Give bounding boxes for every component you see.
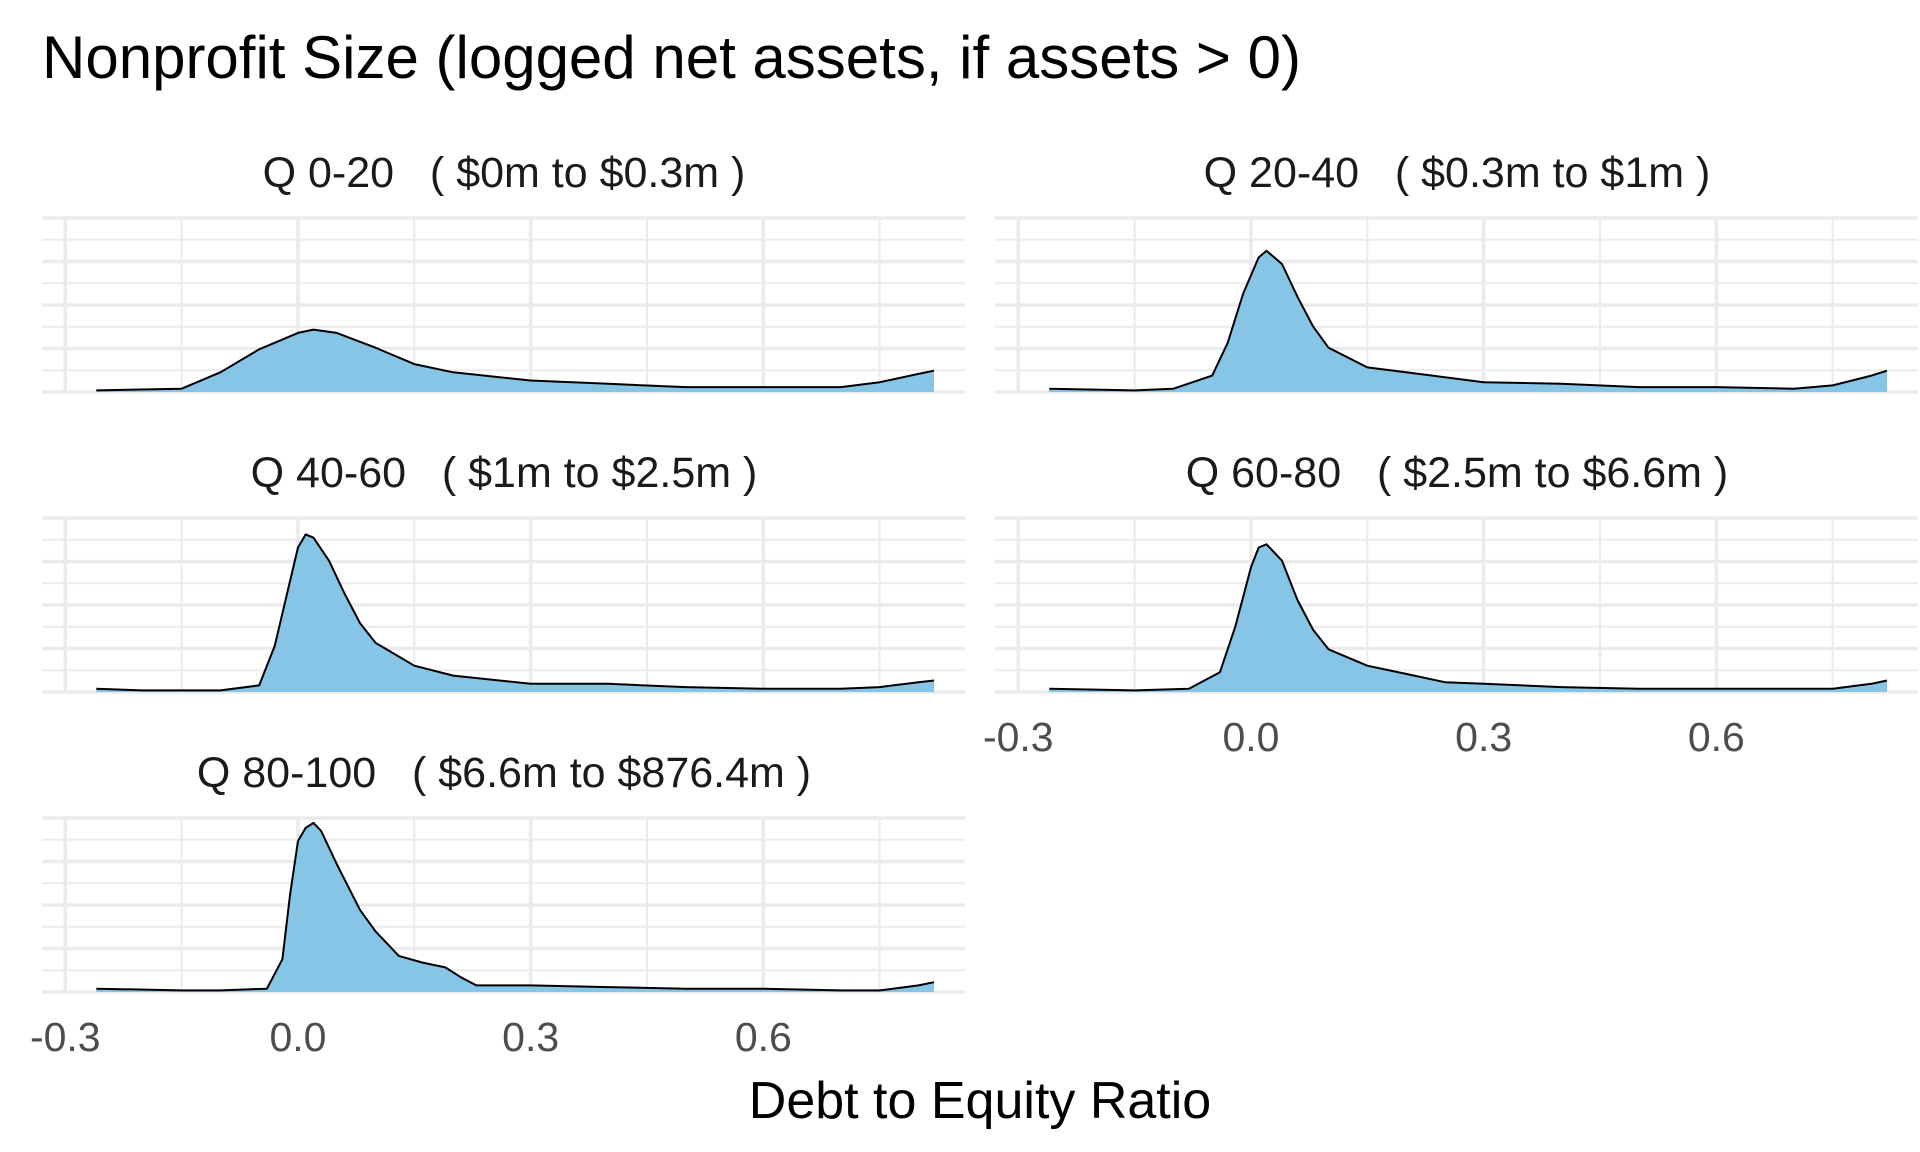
density-area xyxy=(1049,250,1887,392)
density-line xyxy=(96,821,935,992)
density-area xyxy=(96,822,935,992)
x-axis-label: Debt to Equity Ratio xyxy=(749,1072,1211,1130)
density-area xyxy=(96,329,935,392)
facet-panel: Q 80-100 ( $6.6m to $876.4m ) -0.3 0.0 0.3 0… xyxy=(30,749,965,1060)
density-line xyxy=(96,328,935,392)
density-line xyxy=(1049,249,1888,392)
facet-panel: Q 60-80 ( $2.5m to $6.6m ) -0.3 0.0 0.3 0.6 xyxy=(983,449,1918,760)
facet-label: Q 20-40 ( $0.3m to $1m ) xyxy=(1204,149,1711,197)
x-tick-label: 0.3 xyxy=(502,1014,559,1060)
density-area xyxy=(96,534,935,692)
density-line xyxy=(96,533,935,692)
x-tick-label: -0.3 xyxy=(30,1014,101,1060)
x-tick-label: -0.3 xyxy=(983,714,1054,760)
x-tick-label: 0.6 xyxy=(735,1014,792,1060)
facet-panels: Q 0-20 ( $0m to $0.3m ) Q 20-40 ( $0.3m t… xyxy=(30,149,1918,1060)
facet-label: Q 0-20 ( $0m to $0.3m ) xyxy=(263,149,746,197)
facet-panel: Q 0-20 ( $0m to $0.3m ) xyxy=(42,149,965,394)
facet-panel: Q 20-40 ( $0.3m to $1m ) xyxy=(995,149,1918,394)
x-tick-label: 0.3 xyxy=(1455,714,1512,760)
facet-label: Q 60-80 ( $2.5m to $6.6m ) xyxy=(1186,449,1729,497)
chart-title: Nonprofit Size (logged net assets, if as… xyxy=(42,24,1301,91)
x-tick-label: 0.6 xyxy=(1688,714,1745,760)
density-area xyxy=(1049,544,1887,692)
facet-label: Q 80-100 ( $6.6m to $876.4m ) xyxy=(197,749,811,797)
density-line xyxy=(1049,543,1888,692)
x-tick-label: 0.0 xyxy=(1222,714,1279,760)
x-tick-label: 0.0 xyxy=(269,1014,326,1060)
facet-panel: Q 40-60 ( $1m to $2.5m ) xyxy=(42,449,965,694)
facet-label: Q 40-60 ( $1m to $2.5m ) xyxy=(251,449,758,497)
